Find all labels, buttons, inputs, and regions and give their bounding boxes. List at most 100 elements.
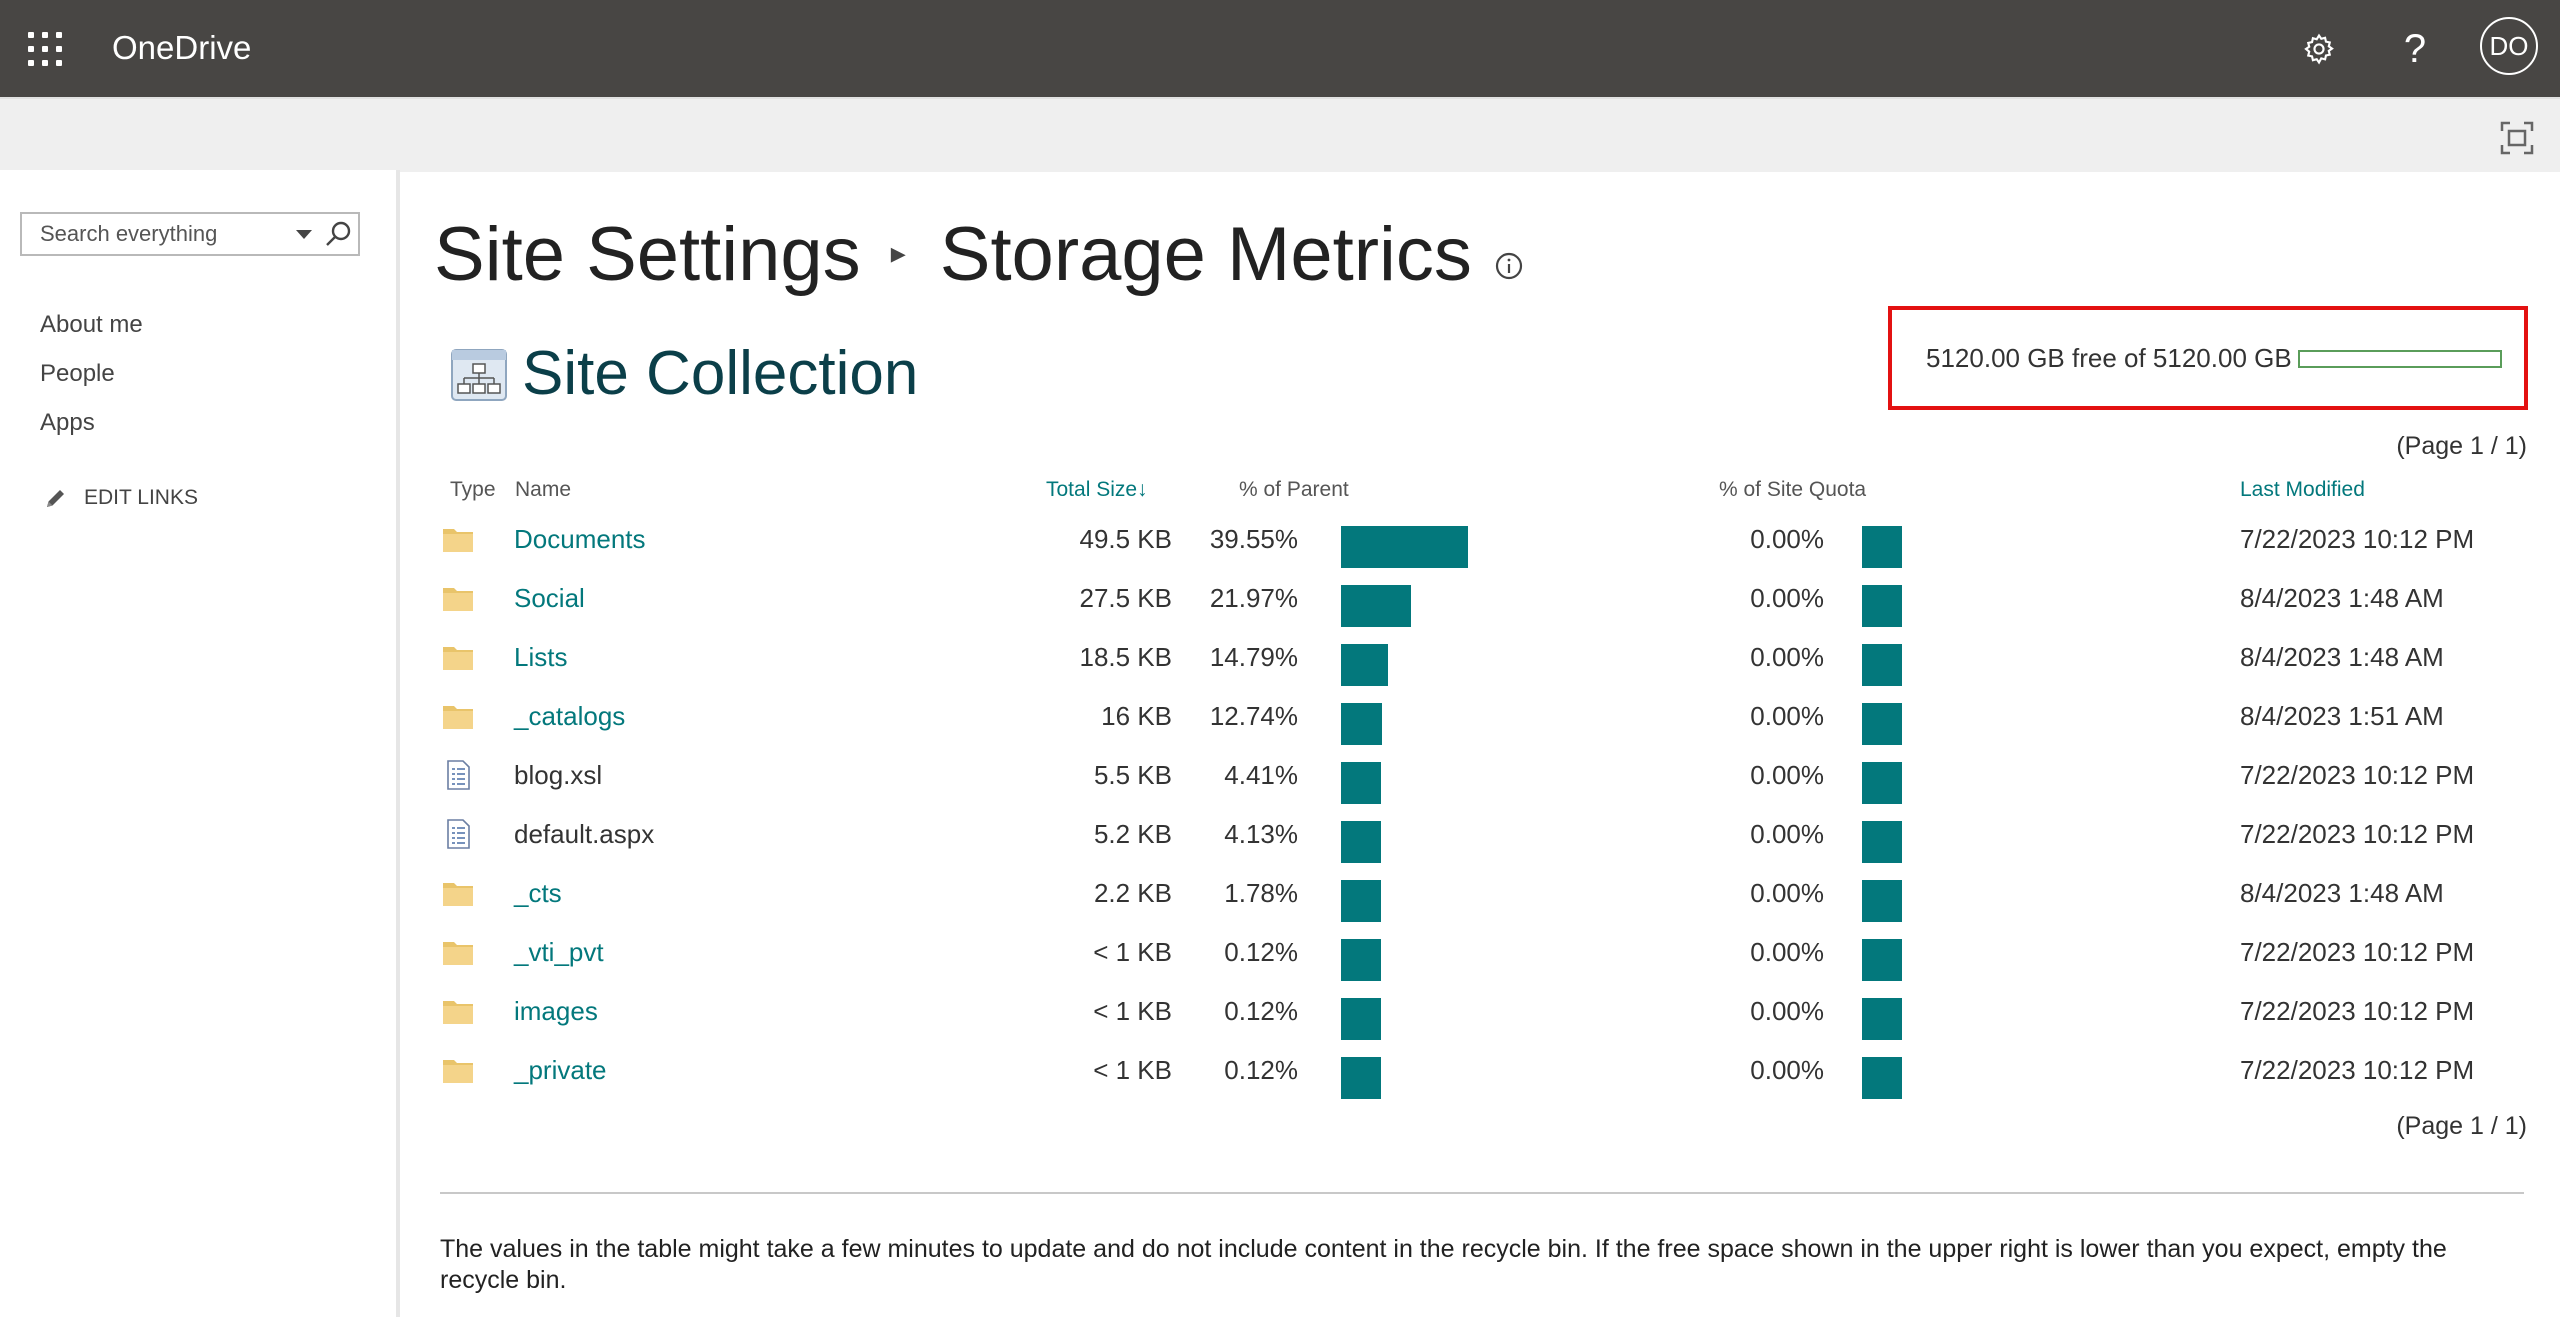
column-header-percent-of-site-quota: % of Site Quota [1719, 478, 1867, 501]
nav-item-apps[interactable]: Apps [40, 409, 95, 436]
column-header-type: Type [450, 478, 496, 501]
column-header-total-size[interactable]: Total Size↓ [1046, 470, 1148, 510]
name-cell: Lists [514, 628, 567, 687]
folder-icon [442, 642, 474, 672]
last-modified-cell: 7/22/2023 10:12 PM [2240, 996, 2475, 1026]
name-cell: _vti_pvt [514, 923, 604, 982]
percent-of-site-quota-bar [1862, 880, 1902, 922]
percent-of-parent-bar [1341, 762, 1381, 804]
last-modified-cell: 7/22/2023 10:12 PM [2240, 524, 2475, 554]
percent-of-site-quota-bar [1862, 762, 1902, 804]
folder-icon [442, 996, 474, 1026]
last-modified-cell: 8/4/2023 1:48 AM [2240, 583, 2444, 613]
storage-quota-summary: 5120.00 GB free of 5120.00 GB [1888, 306, 2528, 410]
percent-of-parent-bar [1341, 585, 1411, 627]
last-modified-cell: 8/4/2023 1:48 AM [2240, 878, 2444, 908]
total-size-cell: 27.5 KB [1079, 583, 1172, 613]
name-cell: _cts [514, 864, 562, 923]
gear-icon[interactable] [2292, 22, 2346, 76]
percent-of-site-quota-bar [1862, 1057, 1902, 1099]
item-name[interactable]: _vti_pvt [514, 937, 604, 967]
name-cell: _private [514, 1041, 607, 1100]
pager-bottom: (Page 1 / 1) [2396, 1112, 2527, 1140]
table-row: default.aspx 5.2 KB 4.13% 0.00% 7/22/2023 10… [434, 805, 2544, 864]
table-row: _cts 2.2 KB 1.78% 0.00% 8/4/2023 1:48 AM [434, 864, 2544, 923]
last-modified-cell: 7/22/2023 10:12 PM [2240, 1055, 2475, 1085]
quota-text: 5120.00 GB free of 5120.00 GB [1926, 343, 2292, 373]
percent-of-site-quota-cell: 0.00% [1750, 937, 1824, 967]
quota-usage-bar [2298, 350, 2502, 368]
table-row: Lists 18.5 KB 14.79% 0.00% 8/4/2023 1:48 AM [434, 628, 2544, 687]
help-glyph: ? [2403, 26, 2427, 71]
column-header-percent-of-parent: % of Parent [1239, 478, 1349, 501]
percent-of-parent-bar [1341, 880, 1381, 922]
quick-launch: About me People Apps [40, 300, 143, 447]
column-header-name: Name [515, 478, 572, 501]
search-icon[interactable] [324, 219, 354, 249]
percent-of-parent-cell: 4.13% [1224, 819, 1298, 849]
app-name[interactable]: OneDrive [112, 29, 252, 66]
item-name[interactable]: Social [514, 583, 585, 613]
app-launcher-icon[interactable] [28, 32, 62, 66]
search-box [20, 212, 360, 256]
ribbon-bar [0, 97, 2560, 172]
site-collection-icon [448, 348, 510, 404]
percent-of-parent-bar [1341, 1057, 1381, 1099]
focus-mode-icon[interactable] [2500, 121, 2534, 155]
name-cell: Documents [514, 510, 646, 569]
chevron-down-icon[interactable] [292, 222, 316, 246]
percent-of-site-quota-bar [1862, 939, 1902, 981]
last-modified-cell: 7/22/2023 10:12 PM [2240, 760, 2475, 790]
percent-of-parent-cell: 14.79% [1209, 642, 1298, 672]
item-name[interactable]: _catalogs [514, 701, 626, 731]
percent-of-site-quota-bar [1862, 526, 1902, 568]
nav-item-people[interactable]: People [40, 360, 115, 387]
nav-item-about-me[interactable]: About me [40, 311, 143, 338]
item-name[interactable]: _private [514, 1055, 607, 1085]
total-size-cell: 18.5 KB [1079, 642, 1172, 672]
column-header-last-modified[interactable]: Last Modified [2240, 478, 2365, 501]
item-name[interactable]: Lists [514, 642, 568, 672]
percent-of-parent-cell: 0.12% [1224, 1055, 1298, 1085]
item-name[interactable]: Documents [514, 524, 646, 554]
folder-icon [442, 583, 474, 613]
percent-of-parent-cell: 0.12% [1224, 996, 1298, 1026]
total-size-cell: < 1 KB [1093, 937, 1172, 967]
table-row: _private < 1 KB 0.12% 0.00% 7/22/2023 10:12 … [434, 1041, 2544, 1100]
percent-of-parent-cell: 1.78% [1224, 878, 1298, 908]
table-row: _vti_pvt < 1 KB 0.12% 0.00% 7/22/2023 10:12 … [434, 923, 2544, 982]
breadcrumb-parent[interactable]: Site Settings [434, 212, 861, 297]
table-row: _catalogs 16 KB 12.74% 0.00% 8/4/2023 1:51 A… [434, 687, 2544, 746]
left-navigation: About me People Apps EDIT LINKS [0, 170, 400, 1317]
percent-of-site-quota-cell: 0.00% [1750, 819, 1824, 849]
total-size-label: Total Size [1046, 478, 1138, 501]
divider [440, 1192, 2524, 1194]
total-size-cell: 5.2 KB [1093, 819, 1172, 849]
pencil-icon [47, 490, 64, 507]
percent-of-site-quota-bar [1862, 998, 1902, 1040]
breadcrumb-separator-icon: ▸ [890, 236, 906, 270]
percent-of-site-quota-cell: 0.00% [1750, 878, 1824, 908]
info-icon[interactable] [1494, 211, 1524, 301]
sort-descending-icon: ↓ [1137, 478, 1148, 501]
help-icon[interactable]: ? [2388, 22, 2442, 76]
percent-of-parent-cell: 21.97% [1209, 583, 1298, 613]
main-content: Site Settings ▸ Storage Metrics Site Colle… [400, 170, 2560, 1317]
name-cell: blog.xsl [514, 746, 602, 805]
last-modified-cell: 7/22/2023 10:12 PM [2240, 819, 2475, 849]
percent-of-site-quota-cell: 0.00% [1750, 524, 1824, 554]
table-row: images < 1 KB 0.12% 0.00% 7/22/2023 10:12 PM [434, 982, 2544, 1041]
item-name[interactable]: images [514, 996, 598, 1026]
folder-icon [442, 701, 474, 731]
avatar[interactable]: DO [2480, 17, 2538, 75]
item-name[interactable]: _cts [514, 878, 562, 908]
percent-of-site-quota-bar [1862, 585, 1902, 627]
pager-top: (Page 1 / 1) [2396, 432, 2527, 460]
percent-of-site-quota-bar [1862, 644, 1902, 686]
percent-of-parent-cell: 4.41% [1224, 760, 1298, 790]
total-size-cell: < 1 KB [1093, 996, 1172, 1026]
search-input[interactable] [22, 214, 278, 254]
page-title: Site Settings ▸ Storage Metrics [434, 210, 1524, 305]
last-modified-cell: 8/4/2023 1:51 AM [2240, 701, 2444, 731]
percent-of-parent-bar [1341, 821, 1381, 863]
